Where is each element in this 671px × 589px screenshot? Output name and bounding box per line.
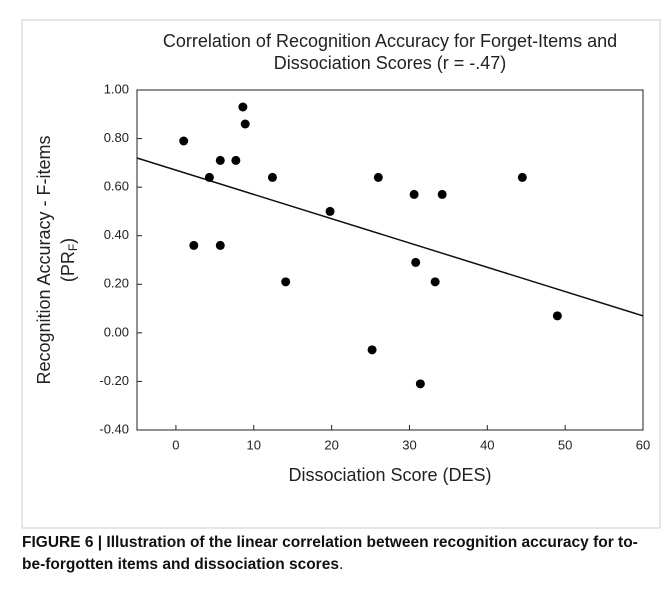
y-tick-label: -0.20 [99, 373, 129, 388]
x-tick-label: 0 [172, 437, 179, 452]
point [281, 277, 291, 287]
y-tick-label: -0.40 [99, 421, 129, 436]
y-tick-label: 0.40 [104, 227, 129, 242]
chart-title: Dissociation Scores (r = -.47) [274, 53, 507, 73]
point [215, 240, 225, 250]
point [367, 345, 377, 355]
y-tick-label: 0.60 [104, 179, 129, 194]
y-label-sub: F [66, 244, 80, 251]
y-label-part: (PR [58, 251, 78, 282]
x-tick-label: 50 [558, 437, 572, 452]
point [552, 311, 562, 321]
x-tick-label: 10 [247, 437, 261, 452]
point [215, 155, 225, 165]
y-tick-label: 0.80 [104, 130, 129, 145]
caption: FIGURE 6 | Illustration of the linear co… [22, 532, 652, 576]
point [517, 172, 527, 182]
point [267, 172, 277, 182]
plot-frame [136, 89, 644, 431]
y-axis-label-line: (PRF) [58, 238, 80, 282]
point [179, 136, 189, 146]
point [411, 257, 421, 267]
chart-frame [21, 19, 661, 529]
point [231, 155, 241, 165]
caption-bold: FIGURE 6 | Illustration of the linear co… [22, 534, 638, 573]
x-tick-label: 20 [324, 437, 338, 452]
y-tick-label: 0.20 [104, 276, 129, 291]
x-tick-label: 30 [402, 437, 416, 452]
y-tick-label: 1.00 [104, 81, 129, 96]
trend-line [136, 157, 644, 317]
point [325, 206, 335, 216]
point [409, 189, 419, 199]
point [415, 379, 425, 389]
point [204, 172, 214, 182]
y-label-part: ) [58, 238, 78, 244]
x-axis-label: Dissociation Score (DES) [288, 465, 491, 485]
point [430, 277, 440, 287]
point [437, 189, 447, 199]
point [373, 172, 383, 182]
point [238, 102, 248, 112]
y-tick-label: 0.00 [104, 324, 129, 339]
x-tick-label: 40 [480, 437, 494, 452]
point [240, 119, 250, 129]
chart: Correlation of Recognition Accuracy for … [21, 19, 661, 529]
y-axis-label: Recognition Accuracy - F-items (PRF) [34, 135, 80, 384]
caption-end: . [338, 556, 344, 573]
chart-title: Correlation of Recognition Accuracy for … [163, 31, 617, 51]
x-tick-label: 60 [636, 437, 650, 452]
point [189, 240, 199, 250]
y-axis-label-line: Recognition Accuracy - F-items [34, 135, 54, 384]
